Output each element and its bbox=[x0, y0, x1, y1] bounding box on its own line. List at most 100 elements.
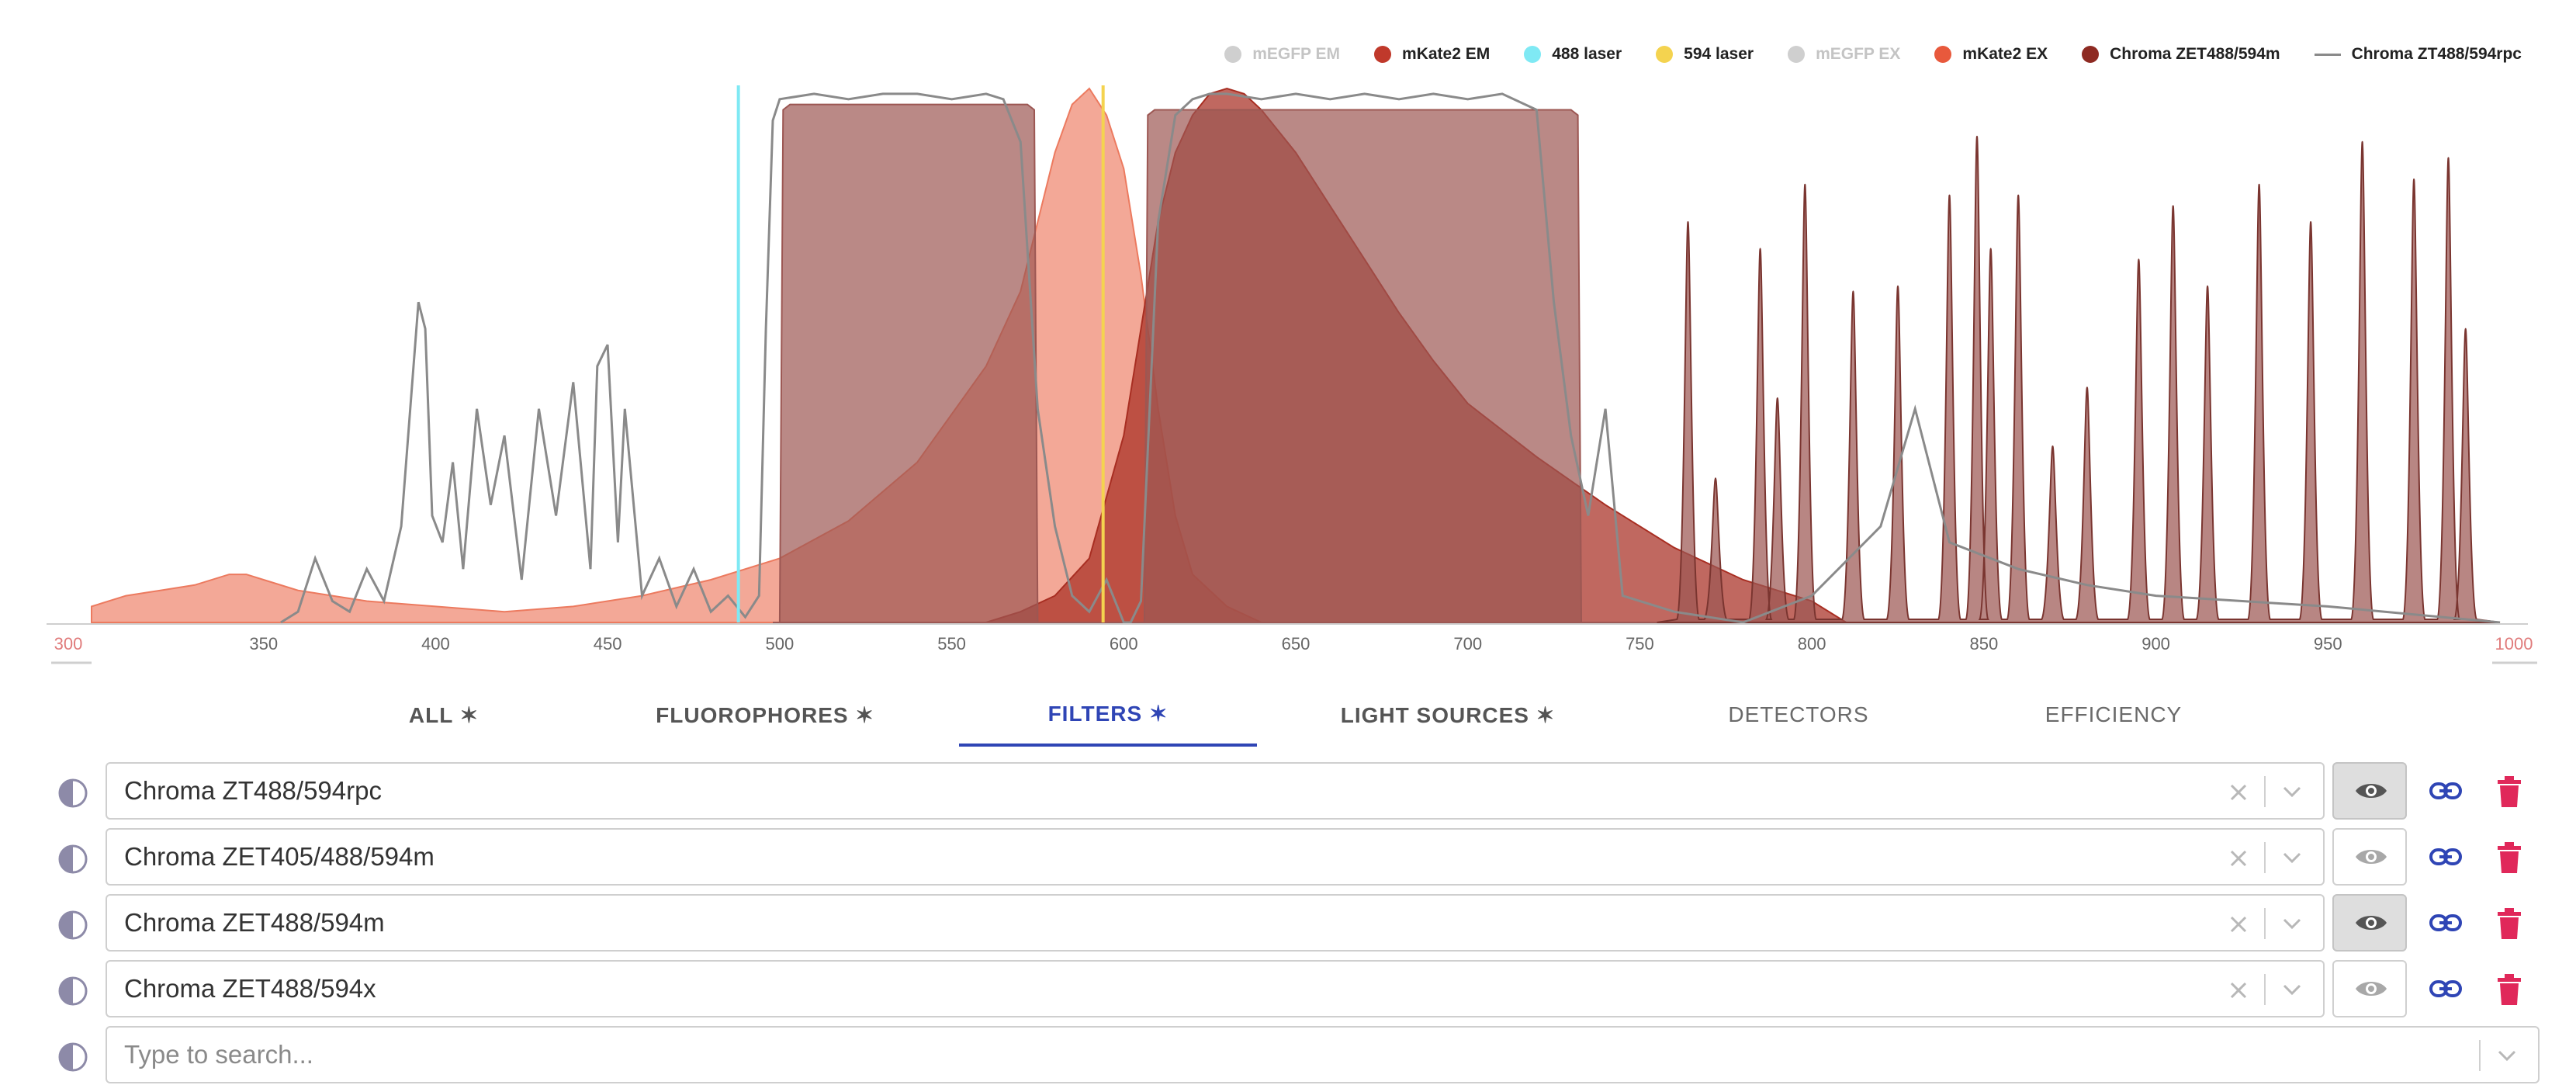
search-placeholder: Type to search... bbox=[124, 1040, 313, 1069]
select-separator bbox=[2264, 908, 2266, 939]
legend-label: 594 laser bbox=[1684, 45, 1754, 63]
x-tick-label: 650 bbox=[1282, 634, 1311, 653]
x-tick-label: 750 bbox=[1626, 634, 1654, 653]
half-circle-icon[interactable] bbox=[57, 976, 88, 1007]
chevron-down-icon[interactable] bbox=[2281, 982, 2303, 997]
eye-icon bbox=[2356, 982, 2387, 996]
select-separator bbox=[2264, 776, 2266, 807]
chevron-down-icon[interactable] bbox=[2281, 784, 2303, 799]
filter-select[interactable]: Chroma ZT488/594rpc bbox=[106, 762, 2325, 820]
series-filter-peaks-area bbox=[1657, 135, 2501, 623]
x-tick-label: 950 bbox=[2314, 634, 2342, 653]
legend-item-chroma-zet488-594m[interactable]: Chroma ZET488/594m bbox=[2082, 45, 2280, 64]
visibility-toggle-button[interactable] bbox=[2332, 894, 2407, 952]
filter-select[interactable]: Chroma ZET488/594x bbox=[106, 960, 2325, 1017]
visibility-toggle-button[interactable] bbox=[2332, 960, 2407, 1017]
x-tick-label: 900 bbox=[2141, 634, 2170, 653]
legend-item-megfp-em[interactable]: mEGFP EM bbox=[1224, 45, 1340, 64]
filter-name: Chroma ZET488/594m bbox=[124, 908, 385, 937]
tab-light-sources[interactable]: LIGHT SOURCES ✶ bbox=[1340, 702, 1556, 727]
spectra-chart: 350 400 450 500 550 600 650 700 750 800 850 900 950 3… bbox=[47, 85, 2537, 664]
legend-dot-marker bbox=[1224, 46, 1242, 63]
legend-label: 488 laser bbox=[1552, 45, 1622, 63]
x-tick-label: 800 bbox=[1798, 634, 1826, 653]
chart-legend: mEGFP EM mKate2 EM 488 laser 594 laser mEGFP… bbox=[1224, 40, 2522, 68]
half-circle-icon[interactable] bbox=[57, 1042, 88, 1073]
filter-row: Chroma ZT488/594rpc bbox=[0, 762, 2576, 821]
legend-item-488-laser[interactable]: 488 laser bbox=[1524, 45, 1622, 64]
eye-icon bbox=[2356, 850, 2387, 864]
filter-name: Chroma ZT488/594rpc bbox=[124, 776, 382, 805]
legend-label: mKate2 EM bbox=[1402, 45, 1491, 63]
legend-label: Chroma ZET488/594m bbox=[2110, 45, 2280, 63]
legend-dot-marker bbox=[1656, 46, 1674, 63]
tab-detectors[interactable]: DETECTORS bbox=[1728, 702, 1869, 726]
chevron-down-icon[interactable] bbox=[2281, 916, 2303, 931]
link-icon[interactable] bbox=[2429, 977, 2463, 1000]
filter-row: Chroma ZET488/594m bbox=[0, 894, 2576, 953]
tab-filters[interactable]: FILTERS ✶ bbox=[959, 683, 1257, 747]
x-tick-label: 600 bbox=[1110, 634, 1138, 653]
series-chroma-zt488-594rpc-line bbox=[280, 92, 2501, 624]
legend-item-mkate2-ex[interactable]: mKate2 EX bbox=[1934, 45, 2048, 64]
trash-icon[interactable] bbox=[2497, 776, 2522, 807]
select-separator bbox=[2264, 842, 2266, 873]
x-tick-label: 400 bbox=[421, 634, 450, 653]
legend-item-mkate2-em[interactable]: mKate2 EM bbox=[1374, 45, 1490, 64]
filter-name: Chroma ZET405/488/594m bbox=[124, 842, 435, 871]
legend-dot-marker bbox=[1788, 46, 1806, 63]
chevron-down-icon[interactable] bbox=[2496, 1048, 2518, 1063]
trash-icon[interactable] bbox=[2497, 842, 2522, 873]
x-tick-label: 500 bbox=[765, 634, 794, 653]
legend-item-594-laser[interactable]: 594 laser bbox=[1656, 45, 1754, 64]
select-separator bbox=[2264, 974, 2266, 1005]
clear-icon[interactable] bbox=[2228, 914, 2249, 934]
legend-label: mEGFP EM bbox=[1252, 45, 1341, 63]
clear-icon[interactable] bbox=[2228, 980, 2249, 1000]
legend-dot-marker bbox=[2082, 46, 2100, 63]
eye-icon bbox=[2356, 784, 2387, 798]
filter-row: Chroma ZET488/594x bbox=[0, 960, 2576, 1019]
visibility-toggle-button[interactable] bbox=[2332, 828, 2407, 886]
half-circle-icon[interactable] bbox=[57, 778, 88, 809]
x-tick-label: 450 bbox=[594, 634, 622, 653]
legend-item-megfp-ex[interactable]: mEGFP EX bbox=[1788, 45, 1900, 64]
eye-icon bbox=[2356, 916, 2387, 930]
search-row: Type to search... bbox=[0, 1026, 2576, 1085]
tab-efficiency[interactable]: EFFICIENCY bbox=[2045, 702, 2183, 726]
half-circle-icon[interactable] bbox=[57, 910, 88, 941]
filter-row: Chroma ZET405/488/594m bbox=[0, 828, 2576, 887]
link-icon[interactable] bbox=[2429, 845, 2463, 868]
visibility-toggle-button[interactable] bbox=[2332, 762, 2407, 820]
filter-select[interactable]: Chroma ZET405/488/594m bbox=[106, 828, 2325, 886]
series-mkate2-ex-area bbox=[91, 87, 1262, 623]
legend-dot-marker bbox=[1524, 46, 1542, 63]
link-icon[interactable] bbox=[2429, 911, 2463, 934]
trash-icon[interactable] bbox=[2497, 974, 2522, 1005]
tab-all[interactable]: ALL ✶ bbox=[408, 702, 480, 727]
legend-label: mEGFP EX bbox=[1816, 45, 1901, 63]
link-icon[interactable] bbox=[2429, 779, 2463, 802]
legend-line-marker bbox=[2314, 53, 2341, 56]
legend-dot-marker bbox=[1374, 46, 1392, 63]
legend-item-chroma-zt488-594rpc[interactable]: Chroma ZT488/594rpc bbox=[2314, 45, 2522, 64]
x-tick-label: 850 bbox=[1969, 634, 1998, 653]
search-select[interactable]: Type to search... bbox=[106, 1026, 2540, 1083]
x-max-label: 1000 bbox=[2495, 634, 2533, 653]
filter-select[interactable]: Chroma ZET488/594m bbox=[106, 894, 2325, 952]
x-tick-label: 350 bbox=[249, 634, 278, 653]
trash-icon[interactable] bbox=[2497, 908, 2522, 939]
tab-fluorophores[interactable]: FLUOROPHORES ✶ bbox=[656, 702, 874, 727]
clear-icon[interactable] bbox=[2228, 782, 2249, 802]
legend-dot-marker bbox=[1934, 46, 1952, 63]
category-tabs: ALL ✶ FLUOROPHORES ✶ FILTERS ✶ LIGHT SOURCE… bbox=[0, 683, 2576, 747]
select-separator bbox=[2479, 1040, 2481, 1071]
half-circle-icon[interactable] bbox=[57, 844, 88, 875]
clear-icon[interactable] bbox=[2228, 848, 2249, 868]
filter-name: Chroma ZET488/594x bbox=[124, 974, 376, 1003]
x-min-label: 300 bbox=[54, 634, 83, 653]
x-tick-label: 550 bbox=[937, 634, 966, 653]
legend-label: mKate2 EX bbox=[1962, 45, 2048, 63]
chevron-down-icon[interactable] bbox=[2281, 850, 2303, 865]
x-tick-label: 700 bbox=[1453, 634, 1482, 653]
